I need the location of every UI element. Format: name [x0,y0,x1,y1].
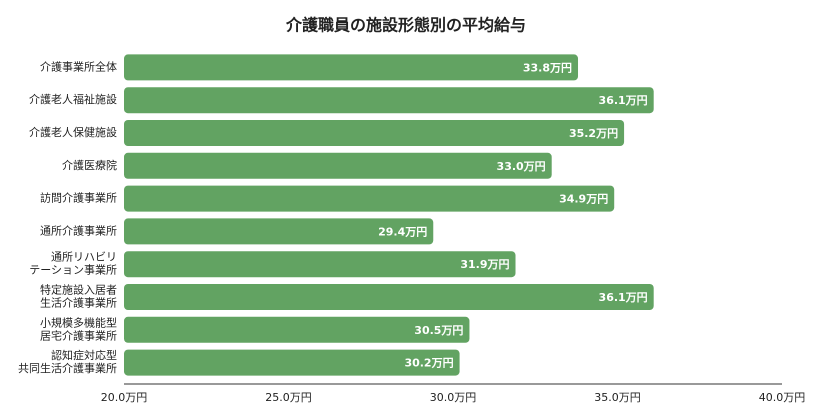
x-tick-label: 20.0万円 [101,391,148,404]
value-label: 35.2万円 [569,127,618,140]
value-label: 30.2万円 [404,357,453,370]
y-tick-label: 介護老人福祉施設 [29,92,117,106]
x-tick-label: 35.0万円 [594,391,641,404]
y-tick-label: テーション事業所 [29,264,117,277]
bar [124,54,579,81]
y-tick-label: 介護事業所全体 [40,59,117,73]
x-tick-label: 25.0万円 [265,391,312,404]
value-label: 34.9万円 [559,193,608,206]
value-label: 33.0万円 [497,160,546,173]
y-tick-label: 居宅介護事業所 [40,328,117,342]
y-tick-label: 通所介護事業所 [40,223,117,237]
value-label: 30.5万円 [414,324,463,337]
bar [124,120,625,146]
y-tick-label: 通所リハビリ [51,251,117,264]
y-tick-label: 介護老人保健施設 [29,125,117,139]
y-tick-label: 生活介護事業所 [40,296,117,310]
value-label: 36.1万円 [599,94,648,107]
bar [124,316,470,343]
value-label: 29.4万円 [378,225,427,238]
chart-title: 介護職員の施設形態別の平均給与 [285,16,526,35]
bar [124,152,552,179]
y-tick-label: 小規模多機能型 [40,315,117,329]
bar [124,349,460,376]
x-tick-label: 30.0万円 [430,391,477,404]
value-label: 31.9万円 [460,258,509,271]
bar [124,87,654,114]
bar [124,218,434,245]
value-label: 33.8万円 [523,61,572,74]
y-tick-label: 認知症対応型 [51,348,117,362]
y-tick-label: 共同生活介護事業所 [18,361,117,375]
value-label: 36.1万円 [599,291,648,304]
x-tick-label: 40.0万円 [759,391,806,404]
bar [124,251,516,278]
bar [124,185,615,212]
y-tick-label: 特定施設入居者 [40,283,117,297]
y-tick-label: 介護医療院 [62,158,117,172]
y-tick-label: 訪問介護事業所 [40,191,117,205]
bar [124,284,654,310]
